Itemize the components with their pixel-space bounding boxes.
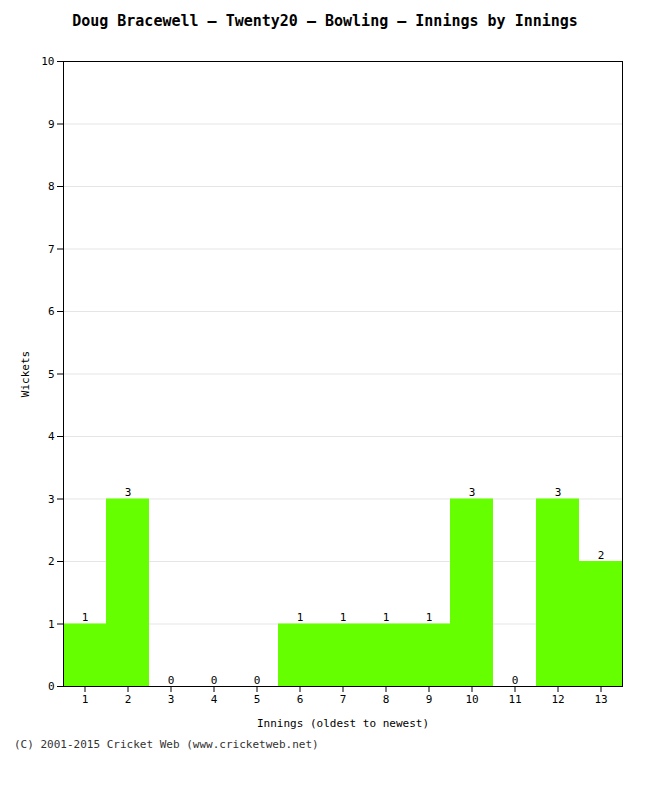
svg-text:6: 6 bbox=[297, 693, 304, 706]
svg-text:Wickets: Wickets bbox=[19, 351, 32, 397]
svg-text:7: 7 bbox=[48, 243, 55, 256]
svg-text:12: 12 bbox=[551, 693, 564, 706]
svg-text:10: 10 bbox=[41, 55, 54, 68]
svg-text:6: 6 bbox=[48, 305, 55, 318]
svg-text:0: 0 bbox=[254, 674, 261, 687]
svg-text:7: 7 bbox=[340, 693, 347, 706]
svg-text:1: 1 bbox=[426, 611, 433, 624]
svg-text:Innings (oldest to newest): Innings (oldest to newest) bbox=[257, 717, 429, 730]
html-text:(C) 2001-2015 Cricket Web (www: (C) 2001-2015 Cricket Web (www.cricketwe… bbox=[14, 738, 319, 751]
svg-text:4: 4 bbox=[211, 693, 218, 706]
svg-text:3: 3 bbox=[48, 493, 55, 506]
html-text:Doug Bracewell – Twenty20 – Bo: Doug Bracewell – Twenty20 – Bowling – In… bbox=[72, 12, 578, 30]
svg-text:1: 1 bbox=[340, 611, 347, 624]
svg-text:4: 4 bbox=[48, 430, 55, 443]
svg-text:8: 8 bbox=[383, 693, 390, 706]
svg-text:3: 3 bbox=[125, 486, 132, 499]
svg-text:9: 9 bbox=[426, 693, 433, 706]
svg-text:8: 8 bbox=[48, 180, 55, 193]
svg-text:1: 1 bbox=[82, 611, 89, 624]
svg-text:1: 1 bbox=[297, 611, 304, 624]
svg-text:0: 0 bbox=[168, 674, 175, 687]
svg-text:2: 2 bbox=[598, 549, 605, 562]
svg-text:11: 11 bbox=[508, 693, 521, 706]
svg-text:13: 13 bbox=[594, 693, 607, 706]
svg-text:1: 1 bbox=[383, 611, 390, 624]
svg-text:10: 10 bbox=[465, 693, 478, 706]
svg-text:0: 0 bbox=[48, 680, 55, 693]
svg-text:1: 1 bbox=[48, 618, 55, 631]
svg-text:0: 0 bbox=[512, 674, 519, 687]
svg-text:5: 5 bbox=[254, 693, 261, 706]
svg-text:1: 1 bbox=[82, 693, 89, 706]
svg-text:5: 5 bbox=[48, 368, 55, 381]
svg-text:9: 9 bbox=[48, 118, 55, 131]
svg-text:2: 2 bbox=[48, 555, 55, 568]
svg-text:2: 2 bbox=[125, 693, 132, 706]
svg-text:3: 3 bbox=[168, 693, 175, 706]
svg-text:3: 3 bbox=[469, 486, 476, 499]
svg-text:0: 0 bbox=[211, 674, 218, 687]
svg-text:3: 3 bbox=[555, 486, 562, 499]
